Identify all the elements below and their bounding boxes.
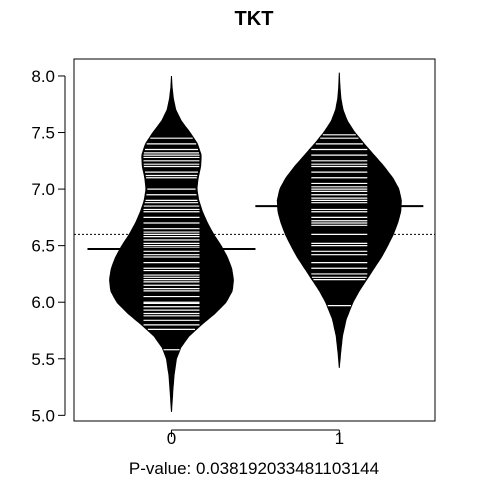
- bean-group-1: [255, 72, 424, 368]
- y-tick-label: 5.0: [31, 406, 55, 425]
- x-tick-label: 1: [335, 429, 344, 448]
- x-tick-label: 0: [167, 429, 176, 448]
- y-axis: 5.0 5.5 6.0 6.5 7.0 7.5 8.0: [31, 67, 66, 425]
- y-tick-label: 7.0: [31, 180, 55, 199]
- plot-frame: [73, 58, 436, 422]
- x-axis-label: P-value: 0.0381920334811031​44: [129, 459, 379, 478]
- y-tick-label: 6.0: [31, 293, 55, 312]
- bean-group-0: [87, 75, 256, 412]
- y-tick-label: 8.0: [31, 67, 55, 86]
- chart-title: TKT: [235, 8, 274, 30]
- y-tick-label: 7.5: [31, 124, 55, 143]
- y-tick-label: 5.5: [31, 350, 55, 369]
- beans-layer: [74, 72, 435, 412]
- y-tick-label: 6.5: [31, 237, 55, 256]
